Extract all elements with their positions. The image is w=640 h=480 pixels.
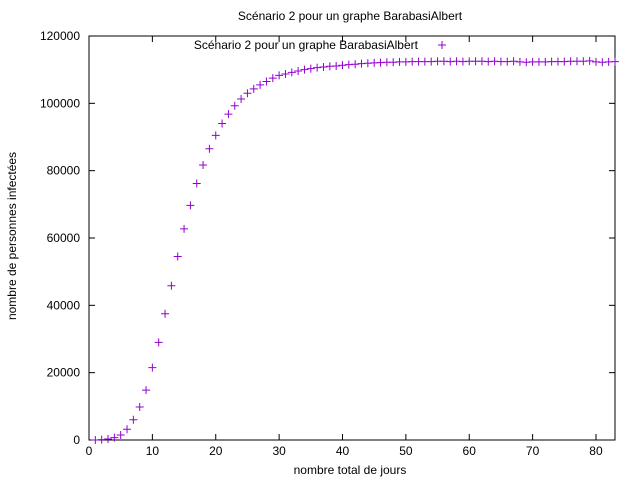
data-point	[186, 201, 195, 210]
data-point	[104, 434, 113, 443]
data-point	[249, 84, 258, 93]
data-point	[97, 435, 106, 444]
legend-label: Scénario 2 pour un graphe BarabasiAlbert	[194, 38, 419, 52]
data-point	[135, 403, 144, 412]
data-point	[262, 77, 271, 86]
axis-ticks: 0 10 20 30 40 50 60 70 80 0 20000 40000 60000 80000 10…	[40, 29, 615, 458]
chart-title: Scénario 2 pour un graphe BarabasiAlbert	[238, 9, 463, 23]
legend-marker-icon	[438, 41, 446, 49]
data-point	[211, 131, 220, 140]
data-point	[142, 386, 151, 395]
data-point	[287, 68, 296, 77]
data-point	[110, 433, 119, 442]
y-tick-label: 80000	[47, 164, 81, 178]
data-point	[300, 65, 309, 74]
x-tick-label: 60	[463, 444, 477, 458]
y-tick-label: 60000	[47, 231, 81, 245]
x-tick-label: 70	[526, 444, 540, 458]
data-point	[148, 363, 157, 372]
x-tick-label: 80	[589, 444, 603, 458]
x-tick-label: 20	[209, 444, 223, 458]
data-point	[205, 144, 214, 153]
data-point	[338, 61, 347, 70]
data-point	[199, 160, 208, 169]
x-tick-label: 10	[146, 444, 160, 458]
data-point	[332, 61, 341, 70]
y-tick-label: 0	[73, 433, 80, 447]
data-point	[256, 80, 265, 89]
data-point	[275, 71, 284, 80]
data-point	[237, 94, 246, 103]
data-point	[154, 338, 163, 347]
x-tick-label: 50	[399, 444, 413, 458]
legend: Scénario 2 pour un graphe BarabasiAlbert	[194, 38, 446, 52]
x-tick-label: 0	[86, 444, 93, 458]
x-tick-label: 30	[272, 444, 286, 458]
data-point	[306, 64, 315, 73]
data-point	[180, 224, 189, 233]
data-point	[243, 89, 252, 98]
legend-marker	[438, 41, 446, 49]
data-point	[192, 179, 201, 188]
y-tick-label: 100000	[40, 96, 80, 110]
y-axis-label: nombre de personnes infectées	[5, 152, 19, 320]
data-point	[294, 67, 303, 76]
data-point	[167, 281, 176, 290]
data-point	[173, 252, 182, 261]
data-point	[313, 63, 322, 72]
data-point	[351, 60, 360, 69]
data-point	[116, 430, 125, 439]
data-point	[123, 425, 132, 434]
data-point	[509, 57, 518, 66]
data-point	[218, 119, 227, 128]
data-point	[585, 56, 594, 65]
data-point	[611, 57, 619, 66]
data-points	[91, 56, 619, 444]
data-point	[230, 101, 239, 110]
data-point	[319, 62, 328, 71]
data-point	[129, 415, 138, 424]
plot-frame	[88, 35, 616, 441]
x-tick-label: 40	[336, 444, 350, 458]
data-point	[224, 110, 233, 119]
y-tick-label: 120000	[40, 29, 80, 43]
data-point	[268, 74, 277, 83]
x-axis-label: nombre total de jours	[294, 463, 407, 477]
y-tick-label: 40000	[47, 298, 81, 312]
data-point	[161, 309, 170, 318]
data-point	[281, 70, 290, 79]
y-tick-label: 20000	[47, 366, 81, 380]
